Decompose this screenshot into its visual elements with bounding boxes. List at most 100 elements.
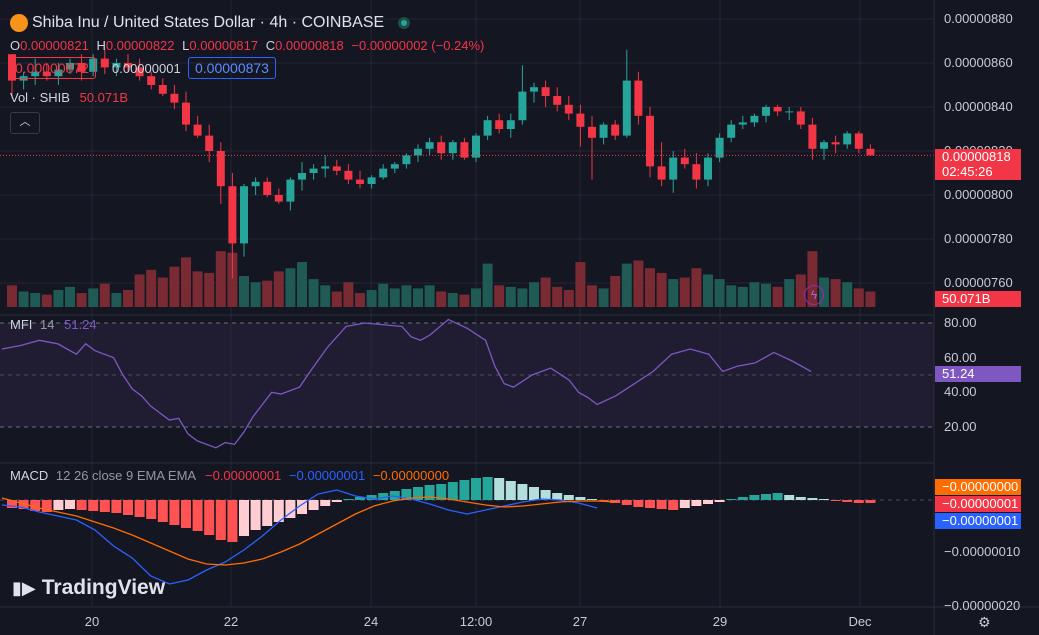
macd-hist-bar bbox=[575, 497, 586, 500]
candle bbox=[820, 142, 828, 149]
candle bbox=[425, 142, 434, 149]
volume-bar bbox=[204, 272, 215, 307]
volume-bar bbox=[18, 291, 29, 307]
last-price-tag: 0.00000818 bbox=[935, 149, 1021, 165]
volume-bar bbox=[784, 279, 795, 307]
candle bbox=[112, 63, 121, 68]
buy-button[interactable]: 0.00000873 bbox=[188, 57, 276, 79]
macd-legend[interactable]: MACD 12 26 close 9 EMA EMA −0.00000001 −… bbox=[10, 468, 450, 483]
candle bbox=[762, 107, 770, 116]
volume-bar bbox=[865, 291, 876, 307]
volume-bar bbox=[436, 291, 447, 307]
macd-hist-bar bbox=[540, 490, 551, 500]
candle bbox=[750, 115, 759, 123]
macd-hist-bar bbox=[749, 495, 760, 500]
macd-hist-bar bbox=[413, 487, 423, 500]
macd-hist-bar bbox=[645, 500, 655, 508]
candle bbox=[356, 179, 364, 184]
macd-hist-bar bbox=[192, 500, 203, 531]
candle bbox=[646, 115, 654, 167]
volume-bar bbox=[598, 288, 609, 307]
candle bbox=[831, 142, 840, 145]
mfi-legend[interactable]: MFI 14 51.24 bbox=[10, 317, 97, 332]
macd-hist-bar bbox=[703, 500, 713, 504]
mfi-pane bbox=[0, 318, 934, 449]
macd-hist-bar bbox=[517, 484, 528, 500]
macd-signal-tag: −0.00000001 bbox=[935, 496, 1021, 512]
price-axis-label: 0.00000800 bbox=[944, 187, 1013, 202]
macd-hist-bar bbox=[343, 499, 354, 500]
volume-bar bbox=[134, 274, 145, 307]
candles bbox=[8, 49, 875, 279]
volume-bar bbox=[563, 289, 574, 307]
lightning-icon[interactable]: ϟ bbox=[804, 285, 824, 305]
volume-bar bbox=[749, 282, 760, 307]
sell-button[interactable]: 0.00000872 bbox=[8, 57, 96, 79]
candle bbox=[704, 157, 712, 180]
symbol-title[interactable]: Shiba Inu / United States Dollar · 4h · … bbox=[32, 14, 385, 31]
candle bbox=[344, 170, 353, 180]
macd-hist-bar bbox=[157, 500, 168, 522]
candle bbox=[158, 85, 167, 94]
volume-bar bbox=[807, 251, 818, 307]
candle bbox=[379, 168, 388, 178]
candle bbox=[367, 177, 376, 184]
macd-line bbox=[1, 489, 598, 585]
macd-hist-bar bbox=[830, 500, 841, 501]
macd-hist-bar bbox=[134, 500, 145, 517]
time-axis-label: 24 bbox=[363, 614, 379, 629]
macd-hist-bar bbox=[53, 500, 64, 510]
volume-legend[interactable]: Vol · SHIB 50.071B bbox=[10, 90, 129, 105]
macd-hist-bar bbox=[401, 489, 412, 500]
collapse-chevron-icon[interactable]: ︿ bbox=[10, 112, 40, 134]
candle bbox=[251, 181, 260, 187]
signal-line bbox=[1, 496, 616, 566]
volume-bar bbox=[111, 293, 122, 307]
countdown-tag: 02:45:26 bbox=[935, 164, 1021, 180]
price-axis-label: 0.00000840 bbox=[944, 99, 1013, 114]
volume-bar bbox=[517, 288, 528, 307]
macd-hist-bar bbox=[436, 484, 447, 500]
tradingview-logo[interactable]: ▮▶ TradingView bbox=[12, 576, 166, 599]
time-axis-label: 20 bbox=[84, 614, 100, 629]
volume-bar bbox=[355, 293, 365, 307]
macd-hist-bar bbox=[378, 493, 389, 500]
volume-bar bbox=[656, 272, 667, 307]
candle bbox=[564, 104, 573, 114]
macd-hist-bar bbox=[146, 500, 157, 519]
volume-bar bbox=[250, 282, 261, 307]
macd-hist-bar bbox=[563, 495, 574, 500]
volume-bar bbox=[645, 268, 655, 307]
candle bbox=[8, 54, 16, 81]
volume-bar bbox=[853, 288, 864, 307]
settings-gear-icon[interactable]: ⚙ bbox=[978, 614, 991, 630]
candle bbox=[402, 155, 411, 165]
volume-bar bbox=[691, 268, 702, 307]
volume-bar bbox=[424, 285, 435, 307]
volume-bar bbox=[41, 294, 52, 307]
candle bbox=[31, 71, 40, 77]
volume-bar bbox=[679, 277, 690, 307]
macd-hist-bar bbox=[784, 495, 795, 500]
macd-hist-bar bbox=[726, 499, 737, 500]
macd-hist-bar bbox=[598, 500, 609, 501]
volume-bar bbox=[459, 294, 470, 307]
time-axis-label: 22 bbox=[223, 614, 239, 629]
tradingview-logo-icon: ▮▶ bbox=[12, 578, 36, 598]
candle bbox=[634, 80, 643, 116]
macd-hist-bar bbox=[181, 500, 191, 528]
volume-bar bbox=[7, 285, 17, 307]
macd-hist-bar bbox=[297, 500, 307, 514]
market-status-icon[interactable] bbox=[398, 17, 410, 29]
volume-bar bbox=[262, 280, 273, 307]
macd-hist-bar bbox=[447, 482, 458, 500]
volume-bar bbox=[389, 288, 400, 307]
ohlc-row: O0.00000821 H0.00000822 L0.00000817 C0.0… bbox=[10, 38, 485, 53]
macd-hist-bar bbox=[656, 500, 667, 509]
candle bbox=[796, 111, 805, 125]
macd-line-tag: −0.00000001 bbox=[935, 513, 1021, 529]
candle bbox=[738, 122, 747, 125]
volume-bar bbox=[297, 262, 307, 307]
price-axis-label: 0.00000760 bbox=[944, 275, 1013, 290]
